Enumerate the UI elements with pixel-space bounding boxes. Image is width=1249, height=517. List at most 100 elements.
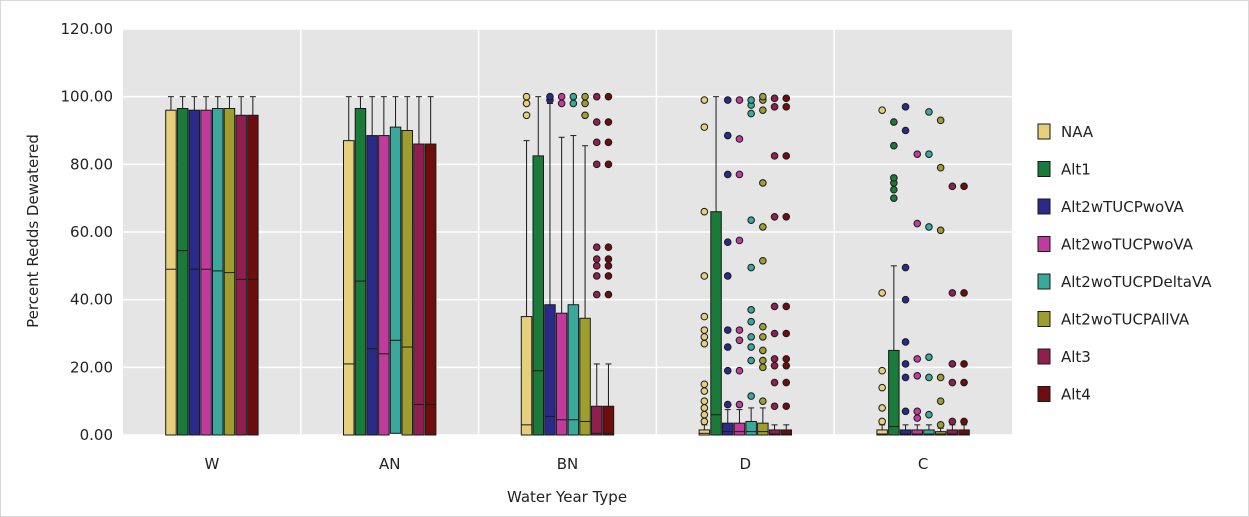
outlier-point [592,255,601,263]
outlier-point [581,92,589,101]
outlier-point [901,126,910,135]
outlier-point [723,326,732,334]
box-alt2wotucpdeltava [567,304,580,436]
outlier-point [890,118,898,126]
y-tick-label: 120.00 [61,20,114,38]
outlier-point [604,255,613,263]
outlier-point [960,360,968,368]
outlier-point [913,219,922,228]
box-alt3 [591,405,603,436]
outlier-point [925,373,933,382]
outlier-point [700,312,709,321]
y-tick-label: 100.00 [61,88,114,106]
outlier-point [759,179,767,187]
box-alt3 [413,143,425,436]
box-alt4 [958,429,970,436]
outlier-point [925,150,933,158]
outlier-point [604,138,613,147]
legend: NAA Alt1 Alt2wTUCPwoVA Alt2woTUCPwoVA Alt2wo… [1037,123,1212,404]
outlier-point [901,103,910,111]
outlier-point [759,92,767,101]
outlier-point [913,355,922,363]
outlier-point [782,152,791,160]
outlier-point [735,170,744,179]
box-naa [876,429,888,436]
outlier-point [936,163,945,172]
outlier-point [604,160,613,169]
outlier-point [581,111,589,120]
box-alt4 [424,143,437,436]
outlier-point [770,94,779,103]
legend-label: Alt3 [1061,348,1091,366]
outlier-point [735,236,744,245]
outlier-point [592,160,601,169]
axes: 0.00 20.00 40.00 60.00 80.00 100.00 120.00 W AN B… [61,20,929,473]
outlier-point [770,103,779,111]
outlier-point [960,289,968,297]
outlier-point [759,106,767,114]
outlier-point [522,111,531,120]
outlier-point [700,397,709,405]
outlier-point [747,317,755,326]
box-alt3 [946,429,959,436]
outlier-point [770,212,779,221]
legend-label: Alt2woTUCPDeltaVA [1061,273,1212,291]
outlier-point [735,400,744,409]
x-tick-label: D [740,455,752,473]
outlier-point [592,118,601,126]
box-alt4 [602,405,615,436]
box-alt1 [710,211,722,436]
outlier-point [960,417,968,426]
outlier-point [913,414,922,422]
box-alt4 [247,114,259,436]
outlier-point [592,262,601,270]
outlier-point [700,380,709,389]
outlier-point [723,238,732,246]
outlier-point [604,272,613,280]
legend-swatch [1037,273,1051,290]
outlier-point [569,99,578,108]
outlier-point [759,363,767,372]
box-alt2wotucpdeltava [923,429,935,436]
box-alt2wotucpdeltava [212,108,224,436]
outlier-point [700,339,709,348]
outlier-point [890,141,898,150]
outlier-point [878,404,886,412]
outlier-point [700,410,709,419]
x-tick-label: BN [557,455,579,473]
outlier-point [747,109,755,118]
box-naa [698,429,711,436]
legend-label: Alt2woTUCPAllVA [1061,311,1190,329]
plot-area [123,28,1012,436]
outlier-point [782,212,791,221]
outlier-point [723,400,732,409]
box-alt2wotucpwova [911,429,923,436]
outlier-point [782,103,791,111]
outlier-point [604,243,613,252]
outlier-point [925,353,933,361]
outlier-point [936,421,945,429]
outlier-point [770,152,779,160]
legend-swatch [1037,311,1051,327]
box-alt1 [532,155,544,436]
outlier-point [723,272,732,280]
outlier-point [723,96,732,104]
outlier-point [759,356,767,365]
box-alt3 [768,429,781,436]
outlier-point [925,223,933,231]
outlier-point [522,99,531,108]
outlier-point [901,373,910,382]
y-axis-title: Percent Redds Dewatered [24,134,42,328]
outlier-point [569,92,578,101]
outlier-point [592,243,601,252]
outlier-point [557,99,566,108]
legend-swatch [1037,348,1051,365]
outlier-point [782,329,791,338]
outlier-point [878,366,886,375]
outlier-point [913,150,922,158]
outlier-point [747,216,755,224]
box-alt2wtucpwova [544,304,556,436]
legend-swatch [1037,123,1051,140]
outlier-point [770,361,779,370]
